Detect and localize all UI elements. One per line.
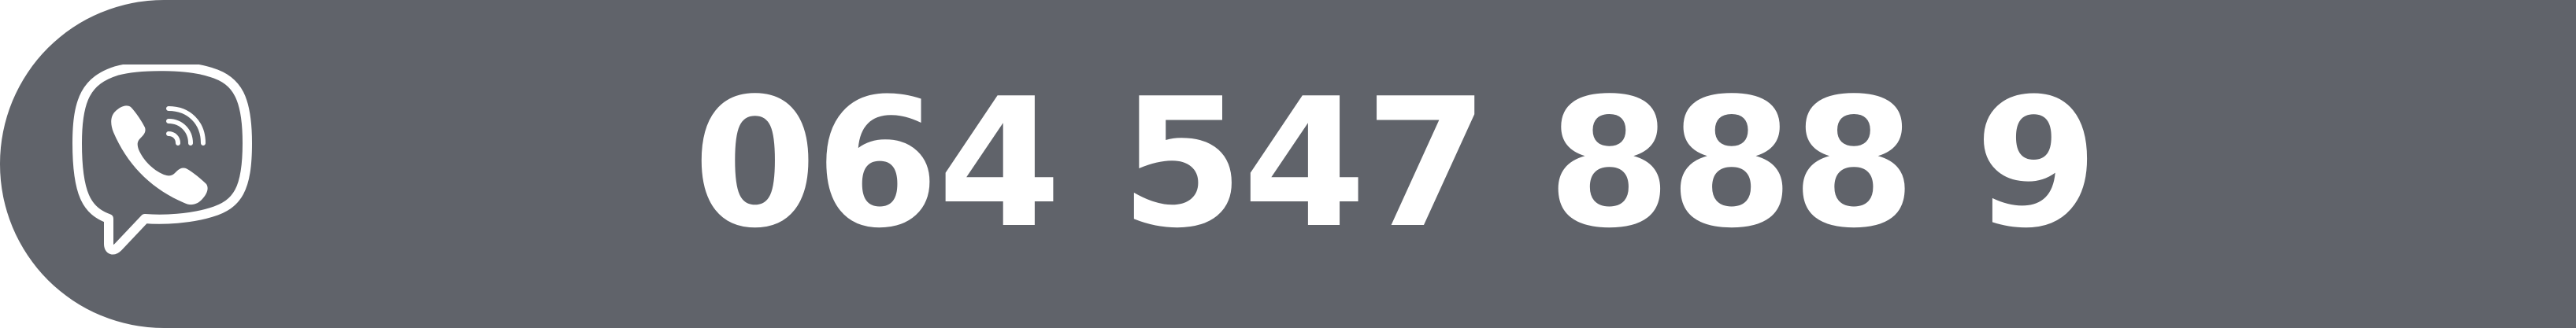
phone-number[interactable]: 064 547 888 9	[693, 61, 2099, 267]
viber-icon	[69, 64, 255, 263]
